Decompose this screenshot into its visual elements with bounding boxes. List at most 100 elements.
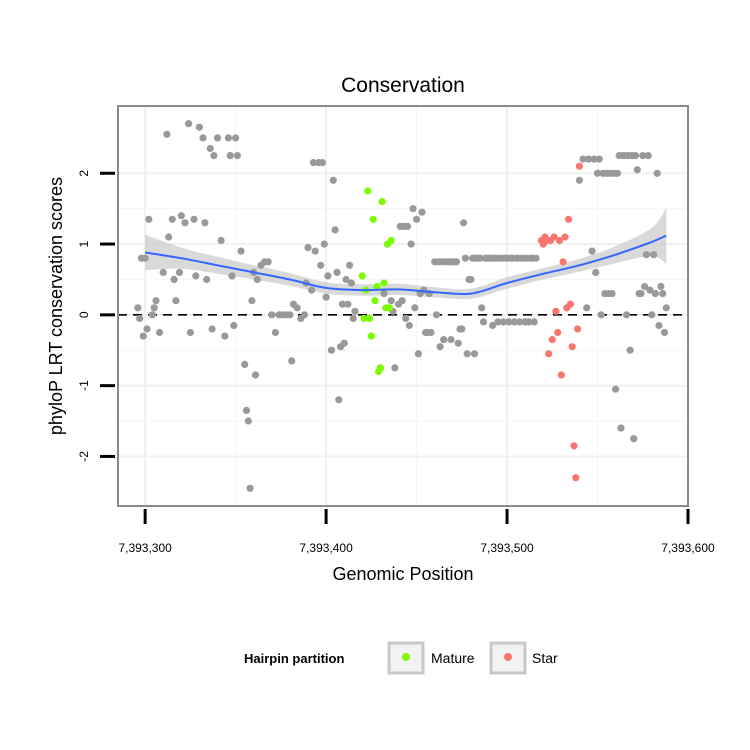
point-other xyxy=(494,318,502,326)
point-other xyxy=(195,123,203,131)
point-other xyxy=(447,336,455,344)
point-other xyxy=(224,134,232,142)
point-other xyxy=(648,311,656,319)
point-other xyxy=(413,215,421,223)
point-other xyxy=(203,275,211,284)
point-star xyxy=(552,307,560,315)
point-other xyxy=(320,240,328,248)
point-other xyxy=(342,275,350,284)
x-axis-title: Genomic Position xyxy=(332,564,473,584)
point-other xyxy=(461,254,469,262)
series-mature xyxy=(358,187,395,376)
legend-title: Hairpin partition xyxy=(244,651,344,666)
point-other xyxy=(251,371,260,379)
point-other xyxy=(460,219,468,227)
point-other xyxy=(409,205,417,213)
point-mature xyxy=(358,272,366,280)
point-other xyxy=(344,300,352,308)
point-other xyxy=(268,311,276,319)
x-tick: 7,393,300 xyxy=(118,509,172,555)
point-other xyxy=(592,268,600,276)
point-mature xyxy=(369,215,377,223)
point-other xyxy=(626,346,634,354)
point-other xyxy=(134,304,142,312)
point-other xyxy=(612,385,620,393)
point-mature xyxy=(364,187,372,195)
point-other xyxy=(631,152,640,160)
legend-key-mature xyxy=(402,653,410,661)
point-other xyxy=(264,258,272,266)
point-other xyxy=(145,215,153,223)
chart-title: Conservation xyxy=(341,74,465,97)
point-mature xyxy=(378,198,386,206)
point-mature xyxy=(367,332,375,340)
point-mature xyxy=(360,314,368,322)
point-other xyxy=(139,332,147,340)
point-other xyxy=(168,215,176,223)
point-other xyxy=(613,169,622,177)
y-tick-label: -1 xyxy=(77,380,91,391)
point-other xyxy=(476,254,484,262)
point-other xyxy=(595,155,603,163)
point-other xyxy=(489,321,497,330)
point-other xyxy=(405,321,413,330)
point-other xyxy=(286,311,294,319)
point-other xyxy=(432,311,441,319)
point-other xyxy=(380,290,388,298)
point-other xyxy=(418,208,426,216)
point-other xyxy=(318,159,327,167)
point-other xyxy=(192,272,200,280)
x-axis: 7,393,300 7,393,400 7,393,500 7,393,600 xyxy=(118,509,715,555)
plot-panel xyxy=(118,106,688,506)
point-other xyxy=(470,350,479,358)
point-other xyxy=(308,286,316,294)
point-other xyxy=(241,360,249,368)
point-other xyxy=(436,343,444,351)
point-other xyxy=(597,311,605,319)
point-mature xyxy=(376,364,384,372)
point-other xyxy=(156,328,164,337)
point-other xyxy=(622,311,631,319)
x-tick-label: 7,393,500 xyxy=(480,541,534,555)
point-other xyxy=(593,169,602,177)
y-axis: -2 -1 0 1 2 xyxy=(77,170,115,462)
data-points xyxy=(134,120,670,492)
point-other xyxy=(608,290,616,298)
point-other xyxy=(633,166,641,174)
point-other xyxy=(141,254,149,262)
y-tick-label: 1 xyxy=(77,240,91,247)
point-other xyxy=(217,236,225,245)
point-other xyxy=(248,297,256,305)
point-other xyxy=(300,311,308,319)
x-tick-label: 7,393,400 xyxy=(299,541,353,555)
point-other xyxy=(177,212,185,220)
point-other xyxy=(201,219,209,227)
point-other xyxy=(324,272,332,280)
point-other xyxy=(253,275,261,284)
point-mature xyxy=(365,314,374,322)
x-tick: 7,393,600 xyxy=(661,509,715,555)
point-star xyxy=(555,236,564,245)
point-other xyxy=(304,244,312,252)
point-other xyxy=(311,247,319,255)
point-other xyxy=(499,318,507,326)
point-other xyxy=(190,215,198,223)
point-star xyxy=(575,162,584,170)
point-other xyxy=(590,155,598,163)
y-tick-label: -2 xyxy=(77,451,91,462)
point-other xyxy=(172,297,180,305)
point-other xyxy=(440,336,448,344)
panel-border xyxy=(117,105,689,507)
point-star xyxy=(557,371,565,379)
point-other xyxy=(646,286,654,294)
point-other xyxy=(655,321,663,330)
point-star xyxy=(545,350,553,358)
legend-key-box xyxy=(387,641,425,675)
point-other xyxy=(244,417,252,425)
point-mature xyxy=(385,304,393,312)
point-other xyxy=(221,332,229,340)
point-star xyxy=(548,336,556,344)
point-other xyxy=(402,314,410,322)
point-other xyxy=(407,240,415,248)
